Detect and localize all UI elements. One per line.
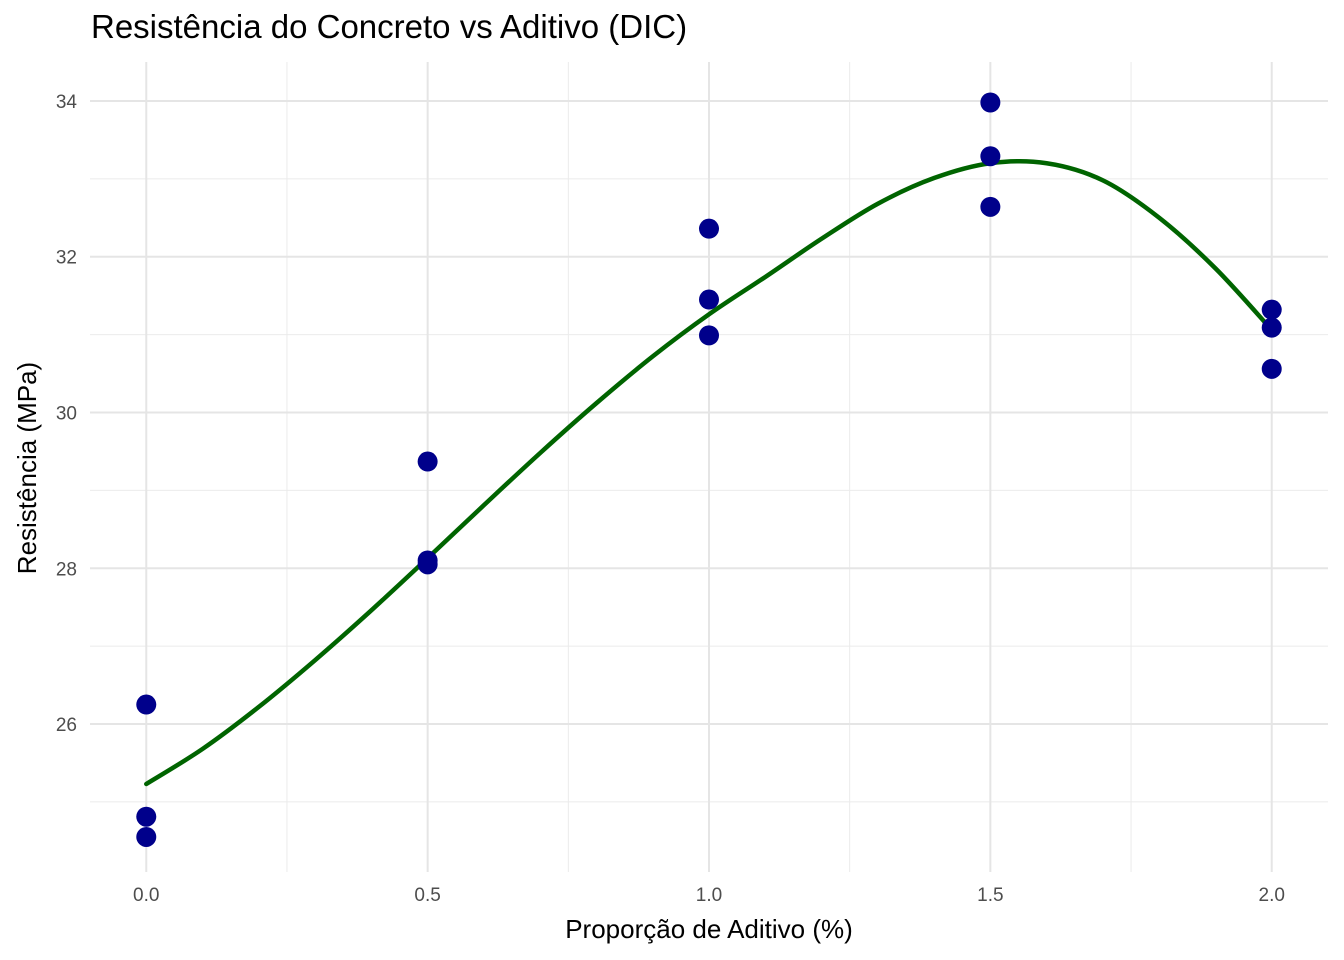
x-tick-label: 1.0 — [696, 885, 722, 906]
data-point — [136, 694, 157, 715]
x-tick-label: 2.0 — [1259, 885, 1285, 906]
x-axis-ticks: 0.0 0.5 1.0 1.5 2.0 — [133, 885, 1285, 906]
data-point — [136, 826, 157, 847]
y-tick-label: 34 — [56, 92, 78, 113]
y-axis-ticks: 26 28 30 32 34 — [56, 92, 78, 736]
fitted-curve — [144, 159, 1274, 787]
data-point — [980, 196, 1001, 217]
y-tick-label: 28 — [56, 559, 77, 580]
data-point — [699, 218, 719, 239]
x-tick-label: 0.0 — [133, 885, 159, 906]
data-point — [1261, 299, 1282, 320]
y-tick-label: 30 — [56, 403, 77, 424]
data-point — [699, 325, 719, 346]
data-point — [1261, 317, 1282, 338]
data-point — [1261, 358, 1282, 379]
x-tick-label: 1.5 — [977, 885, 1003, 906]
data-point — [136, 806, 157, 827]
y-tick-label: 32 — [56, 248, 77, 269]
data-point — [417, 554, 438, 575]
major-gridlines — [90, 62, 1328, 872]
y-axis-title: Resistência (MPa) — [12, 362, 42, 574]
data-point — [980, 146, 1001, 167]
y-tick-label: 26 — [56, 715, 77, 736]
fitted-curve-layer — [144, 159, 1274, 787]
data-point — [699, 289, 719, 310]
x-axis-title: Proporção de Aditivo (%) — [565, 914, 853, 944]
x-tick-label: 0.5 — [414, 885, 440, 906]
data-points-layer — [136, 92, 1282, 847]
data-point — [417, 451, 438, 472]
data-point — [980, 92, 1001, 113]
chart-title: Resistência do Concreto vs Aditivo (DIC) — [91, 8, 688, 45]
